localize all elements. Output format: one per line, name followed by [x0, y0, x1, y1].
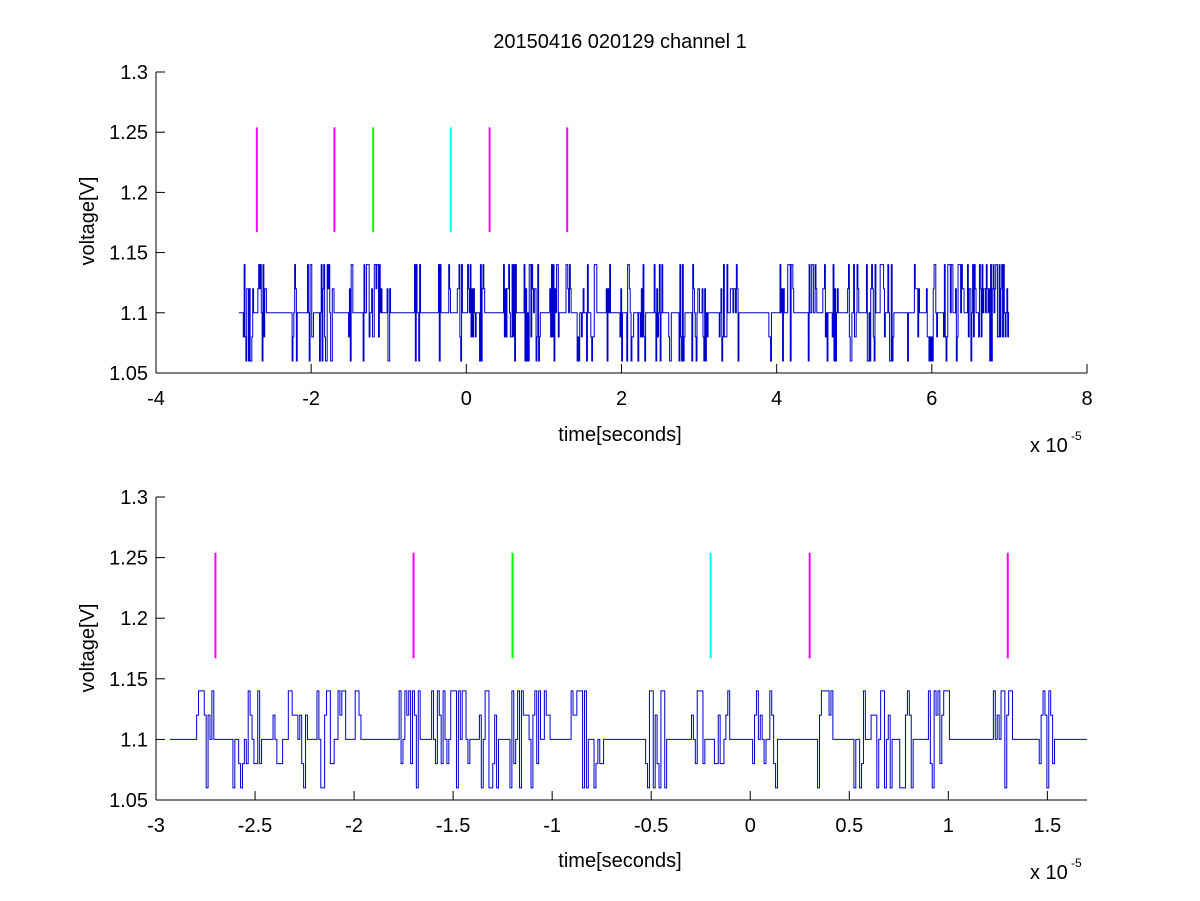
bottom-y-tick-label: 1.3	[120, 487, 148, 509]
top-y-tick-label: 1.2	[120, 182, 148, 204]
bottom-y-tick-label: 1.05	[109, 790, 148, 812]
top-marker-layer	[255, 127, 569, 233]
bottom-axes: -3 -2.5 -2 -1.5 -1 -0.5 0 0.5 1 1.5 1.05 1.1 1.15 1.2…	[109, 487, 1087, 837]
bottom-x-multiplier-base: x 10	[1030, 862, 1068, 884]
top-x-tick-label: 8	[1081, 388, 1092, 410]
top-x-tick-label: -2	[302, 388, 320, 410]
top-y-tick-label: 1.15	[109, 243, 148, 265]
top-y-tick-label: 1.1	[120, 303, 148, 325]
bottom-signal-layer	[169, 690, 1087, 789]
top-signal-trace	[239, 264, 1010, 362]
top-subplot: -4 -2 0 2 4 6 8 1.05 1.1 1.15 1.2 1.25 1.3 time[seco…	[77, 62, 1093, 457]
bottom-ylabel: voltage[V]	[77, 604, 99, 693]
top-xlabel: time[seconds]	[558, 424, 681, 446]
figure-title: 20150416 020129 channel 1	[493, 31, 747, 53]
bottom-y-tick-label: 1.25	[109, 548, 148, 570]
top-x-multiplier-base: x 10	[1030, 435, 1068, 457]
bottom-x-multiplier: x 10 -5	[1030, 856, 1082, 884]
bottom-x-tick-label: -0.5	[634, 815, 668, 837]
top-y-tick-label: 1.25	[109, 122, 148, 144]
bottom-x-tick-label: 1	[943, 815, 954, 837]
top-x-tick-label: -4	[147, 388, 165, 410]
bottom-y-tick-label: 1.2	[120, 608, 148, 630]
top-x-tick-label: 2	[616, 388, 627, 410]
bottom-xlabel: time[seconds]	[558, 850, 681, 872]
bottom-x-tick-label: -1.5	[436, 815, 470, 837]
top-x-tick-label: 4	[771, 388, 782, 410]
bottom-subplot: -3 -2.5 -2 -1.5 -1 -0.5 0 0.5 1 1.5 1.05 1.1 1.15 1.2…	[77, 487, 1087, 884]
bottom-x-multiplier-exponent: -5	[1071, 856, 1082, 870]
bottom-y-tick-label: 1.15	[109, 669, 148, 691]
bottom-x-tick-label: -1	[543, 815, 561, 837]
bottom-x-tick-label: 0	[745, 815, 756, 837]
top-x-multiplier: x 10 -5	[1030, 429, 1082, 457]
top-ylabel: voltage[V]	[77, 177, 99, 266]
top-x-multiplier-exponent: -5	[1071, 429, 1082, 443]
top-x-tick-label: 0	[461, 388, 472, 410]
bottom-x-tick-label: 0.5	[835, 815, 863, 837]
top-signal-layer	[239, 264, 1010, 362]
top-y-tick-label: 1.05	[109, 363, 148, 385]
top-x-tick-label: 6	[926, 388, 937, 410]
bottom-x-tick-label: -2.5	[238, 815, 272, 837]
bottom-marker-layer	[214, 552, 1009, 659]
bottom-y-tick-label: 1.1	[120, 729, 148, 751]
bottom-x-tick-label: 1.5	[1033, 815, 1061, 837]
bottom-signal-trace	[169, 690, 1087, 789]
top-y-tick-label: 1.3	[120, 62, 148, 84]
top-axes: -4 -2 0 2 4 6 8 1.05 1.1 1.15 1.2 1.25 1.3	[109, 62, 1093, 410]
bottom-x-tick-label: -2	[345, 815, 363, 837]
bottom-x-tick-label: -3	[147, 815, 165, 837]
